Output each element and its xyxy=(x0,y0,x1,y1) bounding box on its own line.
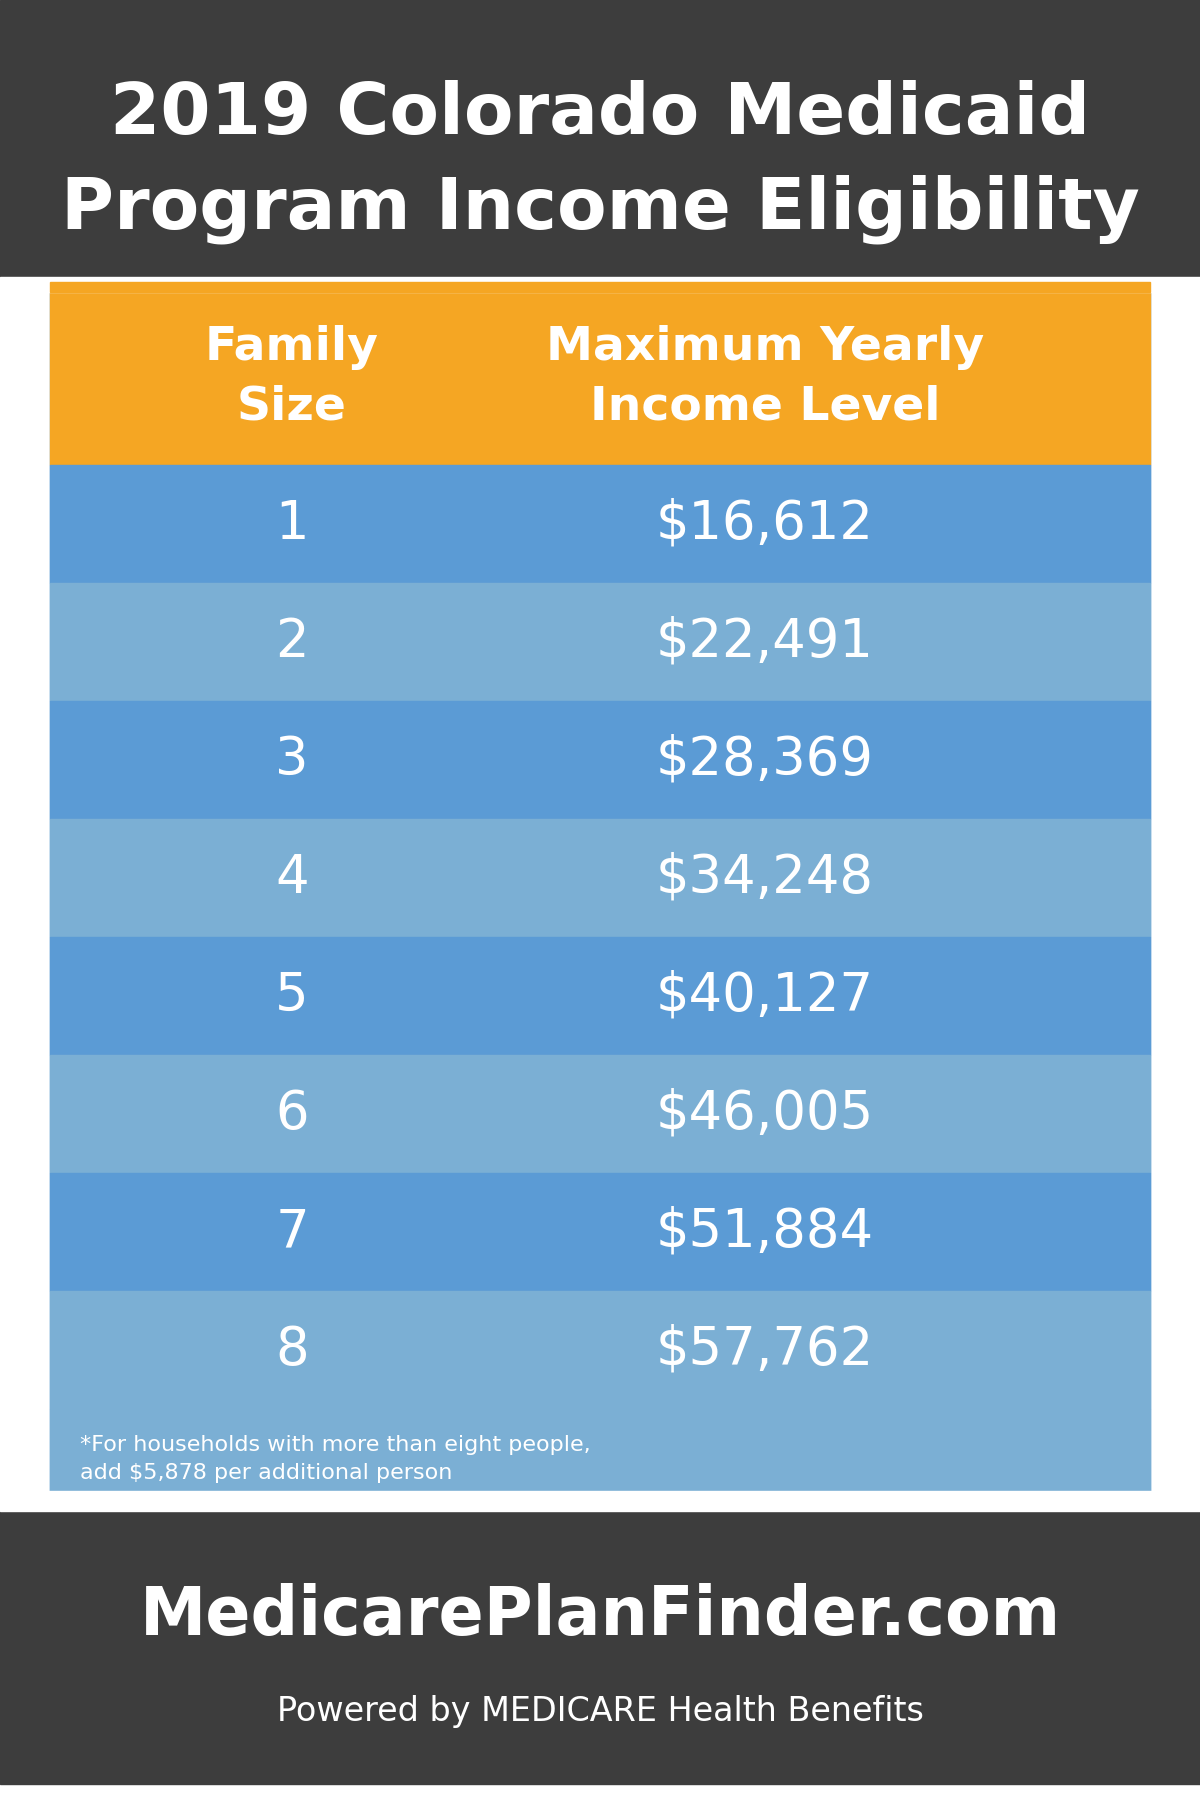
Text: $51,884: $51,884 xyxy=(656,1206,874,1258)
Text: Maximum Yearly
Income Level: Maximum Yearly Income Level xyxy=(546,326,984,430)
Bar xyxy=(0,0,1200,290)
Text: 4: 4 xyxy=(275,851,308,904)
Text: 2: 2 xyxy=(275,616,308,668)
Bar xyxy=(50,938,1150,1055)
Text: Program Income Eligibility: Program Income Eligibility xyxy=(61,175,1139,245)
Text: 6: 6 xyxy=(275,1087,308,1139)
Text: $34,248: $34,248 xyxy=(656,851,874,904)
Bar xyxy=(0,1490,1200,1510)
Bar xyxy=(50,290,1150,464)
Bar xyxy=(50,1291,1150,1409)
Text: $22,491: $22,491 xyxy=(656,616,874,668)
Bar xyxy=(50,583,1150,700)
Bar xyxy=(50,464,1150,583)
Text: 7: 7 xyxy=(275,1206,308,1258)
Text: 5: 5 xyxy=(275,970,308,1022)
Text: 8: 8 xyxy=(275,1325,308,1375)
Text: Powered by MEDICARE Health Benefits: Powered by MEDICARE Health Benefits xyxy=(276,1696,924,1728)
Bar xyxy=(50,819,1150,938)
Text: MedicarePlanFinder.com: MedicarePlanFinder.com xyxy=(139,1584,1061,1649)
Text: $46,005: $46,005 xyxy=(656,1087,874,1139)
Text: Family
Size: Family Size xyxy=(205,326,379,430)
Text: $16,612: $16,612 xyxy=(656,499,874,551)
Text: 2019 Colorado Medicaid: 2019 Colorado Medicaid xyxy=(110,79,1090,149)
Bar xyxy=(50,700,1150,819)
Bar xyxy=(50,290,1150,1508)
Text: $40,127: $40,127 xyxy=(656,970,874,1022)
Text: 1: 1 xyxy=(275,499,308,551)
Text: $28,369: $28,369 xyxy=(656,734,874,787)
Text: *For households with more than eight people,
add $5,878 per additional person: *For households with more than eight peo… xyxy=(80,1435,590,1483)
Bar xyxy=(0,277,1200,292)
Text: $57,762: $57,762 xyxy=(656,1325,874,1375)
Text: 3: 3 xyxy=(275,734,308,787)
Bar xyxy=(50,1055,1150,1174)
Bar xyxy=(50,1409,1150,1508)
Bar xyxy=(0,1508,1200,1784)
Bar xyxy=(50,283,1150,292)
Bar xyxy=(50,1174,1150,1291)
